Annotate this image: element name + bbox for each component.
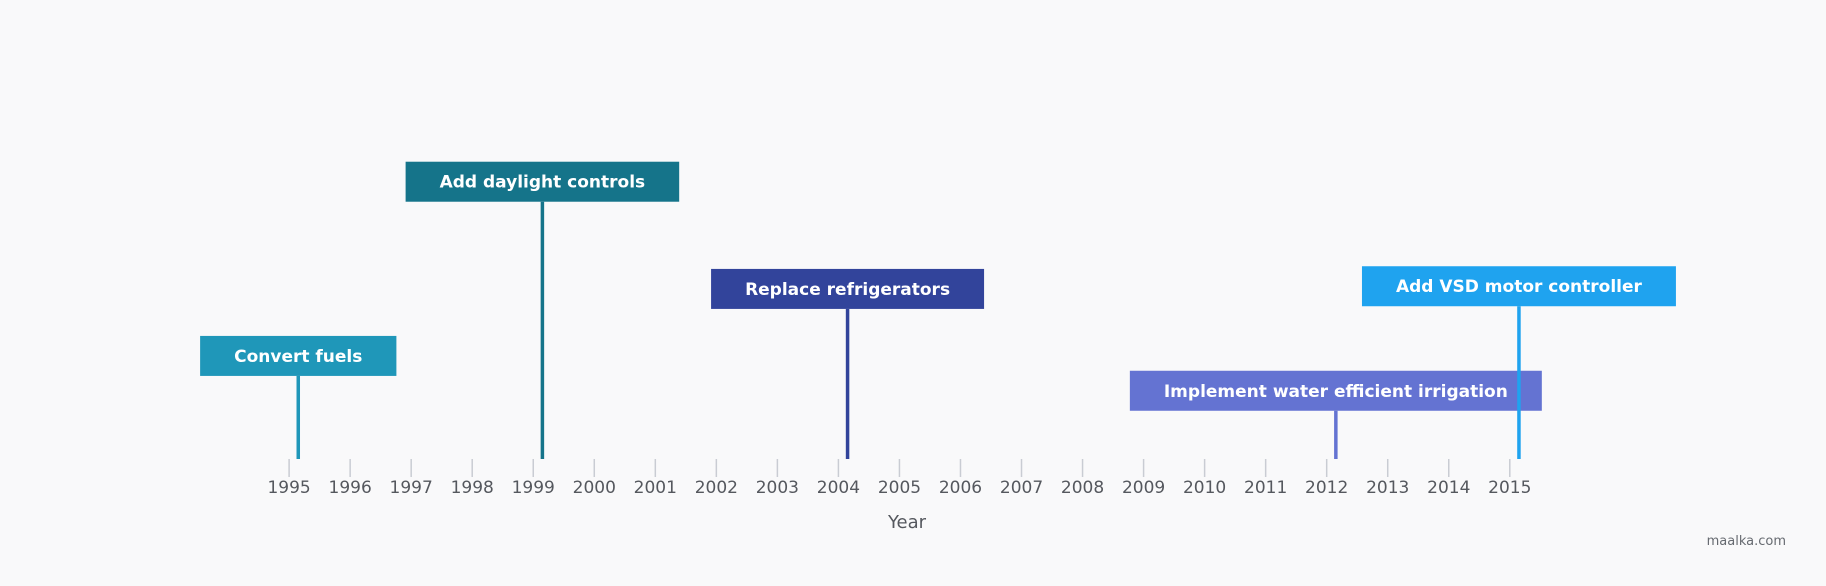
event-label: Add daylight controls: [440, 173, 646, 193]
x-tick-label: 2008: [1061, 478, 1104, 498]
event-marker: Replace refrigerators: [711, 268, 985, 459]
events: Convert fuels Add daylight controls Replac…: [200, 161, 1676, 459]
x-tick-label: 1998: [451, 478, 494, 498]
event-label-box: [711, 268, 985, 309]
event-label: Replace refrigerators: [745, 280, 950, 300]
x-tick-label: 2010: [1183, 478, 1226, 498]
event-label-box: [1129, 370, 1542, 411]
x-tick-label: 1999: [512, 478, 555, 498]
event-marker: Implement water efficient irrigation: [1129, 370, 1542, 459]
event-label-box: [200, 335, 397, 376]
x-tick-label: 2014: [1427, 478, 1470, 498]
x-axis-label: Year: [887, 512, 927, 533]
x-axis: 1995 1996 1997 1998 1999 2000 2001 2002 2003 2004…: [267, 459, 1531, 498]
event-marker: Add VSD motor controller: [1361, 266, 1676, 459]
x-tick-label: 2011: [1244, 478, 1287, 498]
x-tick-label: 2007: [1000, 478, 1043, 498]
x-tick-label: 2006: [939, 478, 982, 498]
x-tick-label: 2002: [695, 478, 738, 498]
x-tick-label: 1995: [267, 478, 310, 498]
event-label-box: [405, 161, 680, 202]
x-tick-label: 2013: [1366, 478, 1409, 498]
event-label: Add VSD motor controller: [1396, 277, 1643, 297]
x-tick-label: 2015: [1488, 478, 1531, 498]
x-tick-label: 2005: [878, 478, 921, 498]
x-tick-label: 2004: [817, 478, 860, 498]
x-tick-label: 2012: [1305, 478, 1348, 498]
x-tick-label: 2001: [634, 478, 677, 498]
watermark: maalka.com: [1706, 534, 1786, 549]
event-marker: Convert fuels: [200, 335, 397, 459]
event-label: Convert fuels: [234, 347, 362, 367]
event-label-box: [1361, 266, 1676, 307]
x-tick-label: 1996: [329, 478, 372, 498]
event-label: Implement water efficient irrigation: [1164, 382, 1508, 402]
x-tick-label: 1997: [390, 478, 433, 498]
x-tick-label: 2003: [756, 478, 799, 498]
event-marker: Add daylight controls: [405, 161, 680, 459]
x-tick-label: 2009: [1122, 478, 1165, 498]
x-tick-label: 2000: [573, 478, 616, 498]
